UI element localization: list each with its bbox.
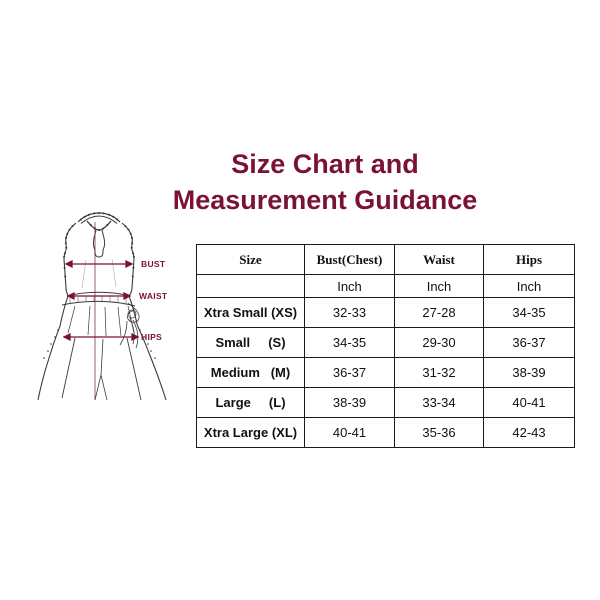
svg-text:HIPS: HIPS — [141, 332, 162, 342]
svg-text:BUST: BUST — [141, 259, 166, 269]
svg-text:WAIST: WAIST — [139, 291, 168, 301]
